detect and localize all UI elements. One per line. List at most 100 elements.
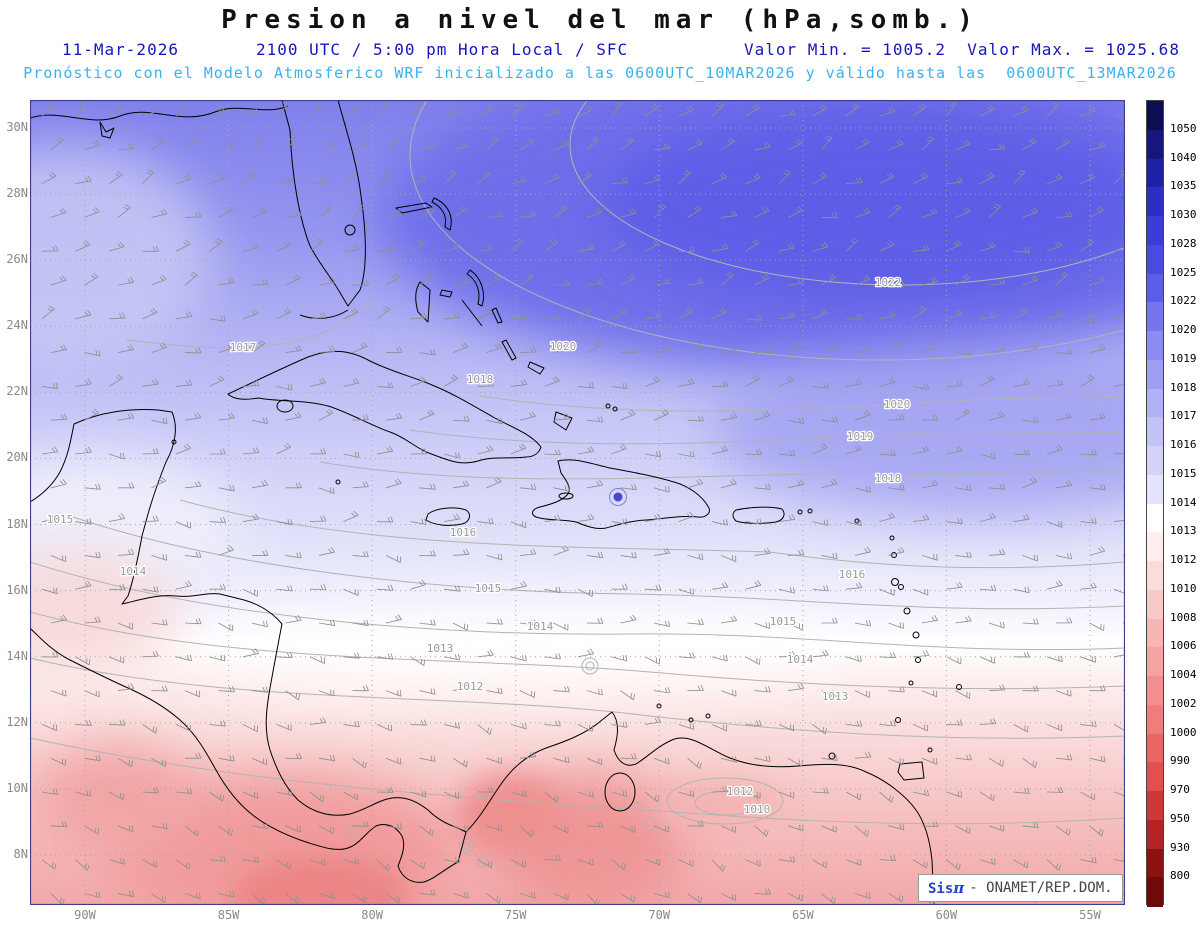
- cat-island: [491, 307, 503, 324]
- lat-tick-22N: 22N: [6, 384, 28, 399]
- lat-tick-30N: 30N: [6, 120, 28, 134]
- colorbar-segment: [1147, 676, 1163, 706]
- grenada: [895, 717, 901, 723]
- colorbar-segment: [1147, 446, 1163, 476]
- contour-label-1012: 1012: [457, 680, 484, 693]
- colorbar-segment: [1147, 503, 1163, 533]
- lon-tick-65W: 65W: [792, 908, 814, 922]
- guadeloupe: [891, 578, 899, 586]
- watermark-box: Sisπ - ONAMET/REP.DOM.: [918, 874, 1123, 902]
- new-providence: [439, 289, 453, 298]
- lat-tick-20N: 20N: [6, 450, 28, 465]
- colorbar-segment: [1147, 589, 1163, 619]
- colorbar-level-1008: 1008: [1170, 610, 1197, 624]
- pacific-coast: [30, 627, 467, 883]
- contour-label-1015: 1015: [475, 582, 502, 595]
- colorbar-level-1040: 1040: [1170, 150, 1197, 164]
- colorbar-segment: [1147, 244, 1163, 274]
- jamaica: [425, 507, 470, 526]
- colorbar-segment: [1147, 417, 1163, 447]
- colorbar-segment: [1147, 848, 1163, 878]
- colorbar-segments: [1147, 101, 1163, 907]
- long-island: [501, 339, 517, 361]
- contour-label-1015: 1015: [770, 615, 797, 628]
- contour-labels-layer: 1017 1018 1020 1022 1020 1019 1018 1016 1016 1015…: [46, 275, 912, 818]
- isla-juventud: [276, 399, 294, 413]
- lake-maracaibo: [604, 772, 636, 812]
- south-america-coast: [465, 711, 935, 905]
- lat-tick-16N: 16N: [6, 582, 28, 597]
- aruba: [656, 703, 662, 709]
- forecast-time: 2100 UTC / 5:00 pm Hora Local / SFC: [256, 40, 629, 59]
- pressure-shading-layer: [30, 100, 1125, 905]
- colorbar-level-1020: 1020: [1170, 323, 1197, 336]
- contour-label-1015: 1015: [47, 513, 74, 526]
- colorbar-level-1004: 1004: [1170, 668, 1197, 681]
- cayman-islands: [335, 479, 341, 485]
- lon-tick-80W: 80W: [361, 908, 383, 922]
- colorbar-level-1012: 1012: [1170, 553, 1197, 566]
- forecast-date: 11-Mar-2026: [62, 40, 179, 59]
- colorbar-segment: [1147, 388, 1163, 418]
- lat-tick-14N: 14N: [6, 648, 28, 663]
- turks-islands: [605, 403, 611, 409]
- curacao: [688, 717, 694, 723]
- watermark-brand: Sisπ: [928, 879, 965, 897]
- colorbar-segment: [1147, 819, 1163, 849]
- colorbar-segment: [1147, 331, 1163, 361]
- lon-tick-60W: 60W: [935, 908, 958, 922]
- model-info-line: Pronóstico con el Modelo Atmosferico WRF…: [23, 64, 1177, 82]
- forecast-datetime-row: 11-Mar-2026 2100 UTC / 5:00 pm Hora Loca…: [0, 40, 1200, 62]
- florida: [281, 100, 366, 307]
- exuma-chain: [461, 299, 483, 327]
- colorbar-level-930: 930: [1170, 840, 1190, 854]
- watermark-text: - ONAMET/REP.DOM.: [969, 880, 1113, 896]
- colorbar-segment: [1147, 216, 1163, 246]
- colorbar-segment: [1147, 129, 1163, 159]
- st-lucia: [915, 657, 921, 663]
- virgin-islands: [797, 509, 803, 515]
- virgin-islands-2: [807, 508, 813, 514]
- gulf-coast: [30, 105, 289, 121]
- st-martin: [854, 518, 860, 524]
- central-america-caribbean-coast: [73, 409, 467, 833]
- pi-symbol: π: [953, 879, 965, 897]
- colorbar-level-1019: 1019: [1170, 351, 1197, 365]
- colorbar-segment: [1147, 561, 1163, 591]
- contour-label-1018: 1018: [467, 373, 494, 386]
- colorbar-segment: [1147, 704, 1163, 734]
- puerto-rico: [732, 506, 785, 524]
- tobago: [927, 747, 933, 753]
- contour-label-1018: 1018: [875, 472, 902, 485]
- lat-tick-24N: 24N: [6, 318, 28, 333]
- colorbar-level-1000: 1000: [1170, 725, 1197, 739]
- contour-label-1014: 1014: [787, 653, 814, 666]
- isobar-contours: [30, 100, 1125, 868]
- colorbar-segment: [1147, 302, 1163, 332]
- colorbar-level-1022: 1022: [1170, 294, 1197, 308]
- colorbar-segment: [1147, 647, 1163, 677]
- contour-label-1022: 1022: [875, 276, 902, 289]
- lat-tick-8N: 8N: [13, 846, 28, 861]
- colorbar-level-1014: 1014: [1170, 495, 1197, 509]
- colorbar-level-1025: 1025: [1170, 265, 1197, 279]
- contour-label-1016: 1016: [450, 526, 477, 539]
- lat-tick-18N: 18N: [6, 516, 28, 531]
- guadeloupe-2: [898, 584, 904, 590]
- colorbar-segment: [1147, 762, 1163, 792]
- eleuthera: [466, 269, 484, 307]
- margarita: [828, 752, 836, 760]
- page-title: Presion a nivel del mar (hPa,somb.): [221, 5, 979, 35]
- colorbar-segment: [1147, 474, 1163, 504]
- colorbar-level-1050: 1050: [1170, 121, 1197, 135]
- contour-label-1019: 1019: [847, 430, 874, 443]
- contour-label-1013: 1013: [822, 690, 849, 703]
- caicos-islands: [612, 406, 618, 412]
- map-frame: [29, 99, 1126, 906]
- map-area: 1017 1018 1020 1022 1020 1019 1018 1016 1016 1015…: [29, 99, 1126, 906]
- contour-label-1020: 1020: [884, 398, 911, 411]
- coastlines: [30, 100, 962, 905]
- lon-tick-75W: 75W: [504, 908, 527, 922]
- contour-label-1020: 1020: [550, 340, 577, 353]
- minmax-values: Valor Min. = 1005.2 Valor Max. = 1025.68: [744, 40, 1180, 59]
